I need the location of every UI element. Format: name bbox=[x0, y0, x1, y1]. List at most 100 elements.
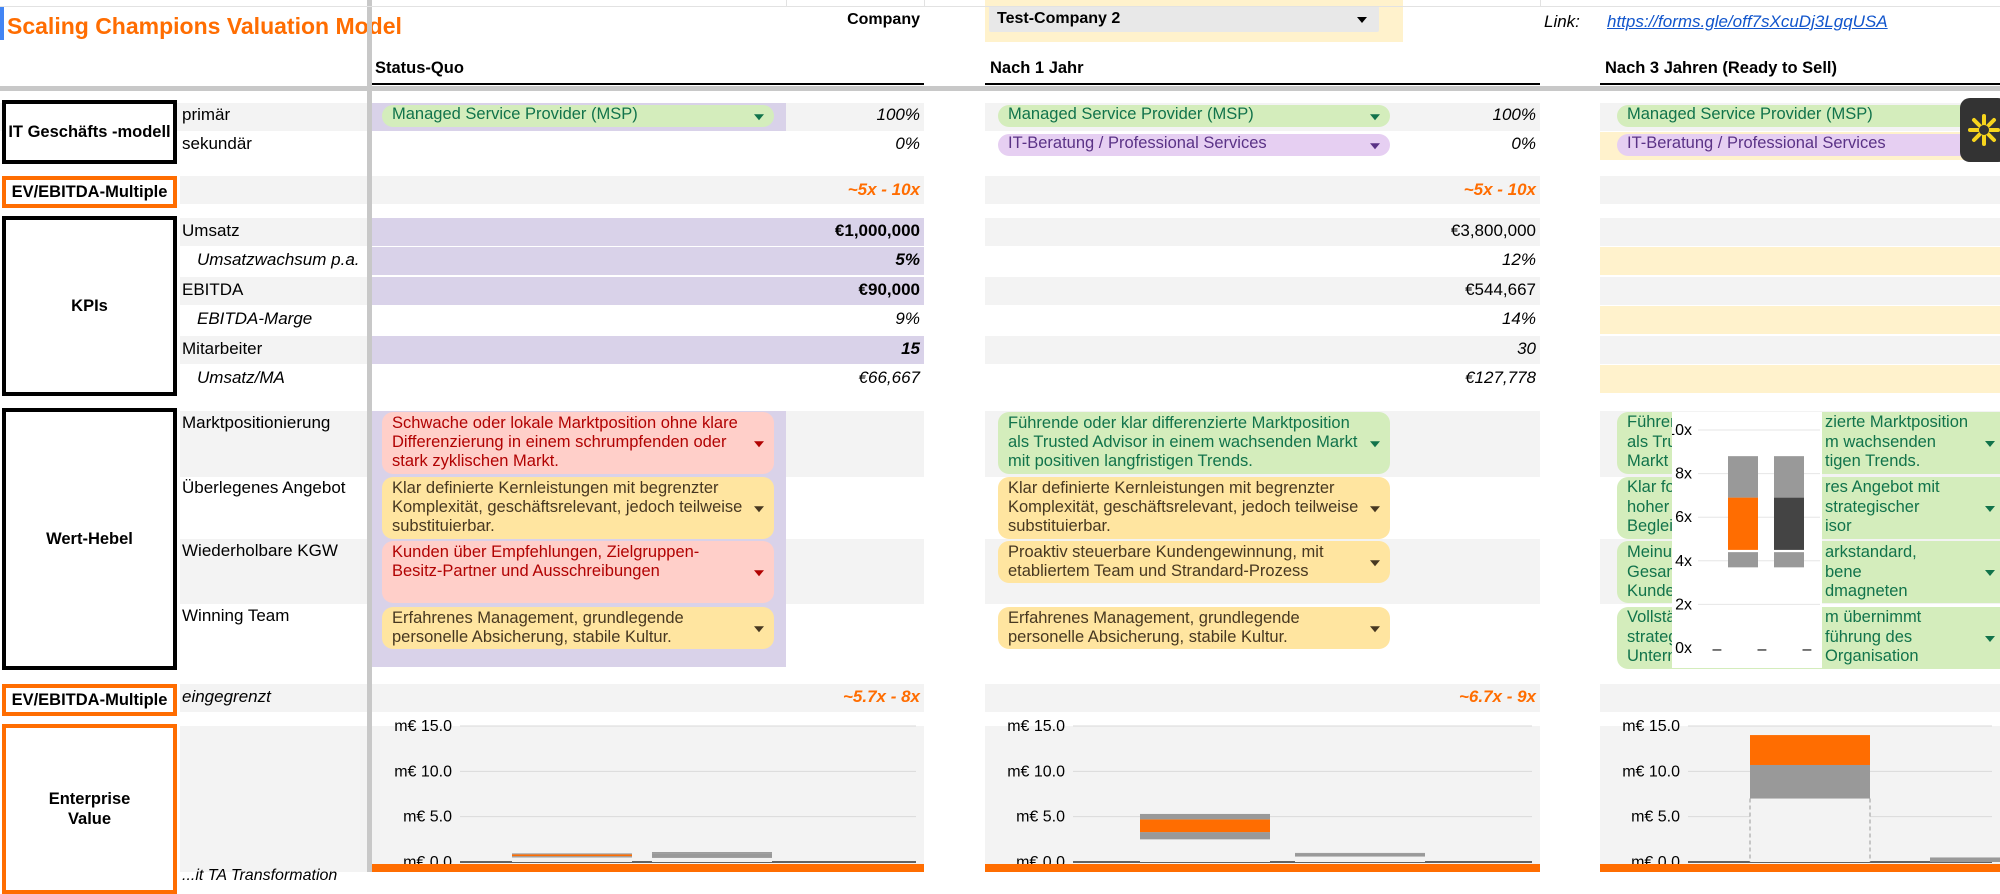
kgw-select-status-quo[interactable]: Kunden über Empfehlungen, Zielgruppen-Be… bbox=[382, 541, 774, 603]
sekundaer-pct-year1: 0% bbox=[1511, 134, 1536, 153]
chevron-down-icon bbox=[1985, 506, 1995, 512]
floating-widget[interactable] bbox=[1960, 98, 2000, 162]
input-band bbox=[372, 247, 924, 275]
enterprise-value-chart-year3[interactable]: m€ 15.0m€ 10.0m€ 5.0m€ 0.0 bbox=[1600, 712, 2000, 872]
kgw-select-year1[interactable]: Proaktiv steuerbare Kundengewinnung, mit… bbox=[998, 541, 1390, 583]
row-label-angebot: Überlegenes Angebot bbox=[182, 478, 346, 497]
row-label-cutoff: ...it TA Transformation bbox=[182, 867, 338, 884]
enterprise-value-chart-year1[interactable]: m€ 15.0m€ 10.0m€ 5.0m€ 0.0 bbox=[985, 712, 1540, 872]
ev-bar-segment bbox=[512, 857, 632, 862]
section-wert-hebel: Wert-Hebel bbox=[2, 408, 177, 670]
row-band bbox=[985, 218, 1540, 246]
ev-bar-segment bbox=[1140, 832, 1270, 840]
multiple2-status-quo: ~5.7x - 8x bbox=[842, 687, 920, 706]
section-kpis: KPIs bbox=[2, 216, 177, 396]
row-band bbox=[1600, 176, 2000, 204]
chevron-down-icon bbox=[1370, 560, 1380, 567]
team-select-year1[interactable]: Erfahrenes Management, grundlegende pers… bbox=[998, 607, 1390, 649]
chevron-down-icon bbox=[1370, 626, 1380, 633]
ev-bar-segment bbox=[1295, 852, 1425, 854]
chip-text: Managed Service Provider (MSP) bbox=[392, 105, 638, 123]
multiple-chart[interactable]: 10x 8x 6x 4x 2x 0x – – – bbox=[1666, 412, 1822, 668]
chip-text: Erfahrenes Management, grundlegende pers… bbox=[392, 609, 684, 646]
multiple-bar-segment bbox=[1728, 552, 1758, 568]
ev-axis-tick-label: m€ 15.0 bbox=[1007, 718, 1065, 735]
row-band bbox=[985, 176, 1540, 204]
primaer-select-year1[interactable]: Managed Service Provider (MSP) bbox=[998, 105, 1390, 127]
chip-text: Klar definierte Kernleistungen mit begre… bbox=[1008, 479, 1359, 535]
ev-axis-tick-label: m€ 5.0 bbox=[1631, 809, 1680, 826]
company-select[interactable]: Test-Company 2 bbox=[989, 6, 1379, 32]
multiple-bar-segment bbox=[1728, 497, 1758, 550]
team-select-status-quo[interactable]: Erfahrenes Management, grundlegende pers… bbox=[382, 607, 774, 649]
ev-axis-tick-label: m€ 15.0 bbox=[394, 718, 452, 735]
row-band bbox=[985, 336, 1540, 364]
kgw-year3-left: Meinur Gesam Kunde bbox=[1627, 543, 1681, 600]
chip-text: Managed Service Provider (MSP) bbox=[1627, 105, 1873, 123]
row-band bbox=[786, 103, 924, 131]
chevron-down-icon bbox=[1357, 17, 1367, 23]
sekundaer-select-year3[interactable]: IT-Beratung / Professional Services bbox=[1617, 134, 2000, 156]
row-band bbox=[180, 176, 367, 204]
umsatz-status-quo[interactable]: €1,000,000 bbox=[834, 221, 920, 240]
marktpositionierung-select-year1[interactable]: Führende oder klar differenzierte Marktp… bbox=[998, 412, 1390, 474]
row-band bbox=[372, 176, 924, 204]
ev-axis-tick-label: m€ 15.0 bbox=[1622, 718, 1680, 735]
row-band bbox=[180, 684, 367, 712]
input-band bbox=[372, 277, 924, 305]
row-band bbox=[180, 277, 367, 305]
grid-line bbox=[0, 6, 2000, 7]
mitarbeiter-status-quo[interactable]: 15 bbox=[901, 339, 920, 358]
ev-bar-segment bbox=[1140, 819, 1270, 833]
grid-line bbox=[924, 0, 925, 6]
empty-cell bbox=[1403, 605, 1540, 671]
row-label-sekundaer: sekundär bbox=[182, 134, 252, 153]
header-underline bbox=[370, 83, 924, 85]
angebot-select-status-quo[interactable]: Klar definierte Kernleistungen mit begre… bbox=[382, 477, 774, 539]
input-band bbox=[372, 336, 924, 364]
row-band bbox=[1600, 277, 2000, 305]
multiple-axis-tick-label: 4x bbox=[1675, 553, 1692, 570]
umsatz-year1: €3,800,000 bbox=[1450, 221, 1536, 240]
multiple-category-label: – bbox=[1713, 641, 1722, 658]
ev-bar-segment bbox=[652, 857, 772, 862]
multiple-axis-tick-label: 0x bbox=[1675, 640, 1692, 657]
header-underline bbox=[985, 83, 1540, 85]
company-cell[interactable]: Test-Company 2 bbox=[985, 0, 1403, 42]
umsatzwachstum-status-quo[interactable]: 5% bbox=[895, 250, 920, 269]
header-underline bbox=[1600, 83, 2000, 85]
selection-accent bbox=[0, 6, 4, 40]
chevron-down-icon bbox=[1985, 570, 1995, 576]
ebitda-status-quo[interactable]: €90,000 bbox=[858, 280, 920, 299]
primaer-select-status-quo[interactable]: Managed Service Provider (MSP) bbox=[382, 105, 774, 127]
sekundaer-select-year1[interactable]: IT-Beratung / Professional Services bbox=[998, 134, 1390, 156]
row-label-umsatzwachstum: Umsatzwachsum p.a. bbox=[197, 250, 360, 269]
enterprise-value-chart-status-quo[interactable]: m€ 15.0m€ 10.0m€ 5.0m€ 0.0 bbox=[372, 712, 924, 872]
link-label: Link: bbox=[1544, 12, 1580, 31]
row-band bbox=[1600, 336, 2000, 364]
umsatz-ma-year1: €127,778 bbox=[1465, 368, 1536, 387]
chip-text: Erfahrenes Management, grundlegende pers… bbox=[1008, 609, 1300, 646]
company-select-value: Test-Company 2 bbox=[997, 10, 1121, 27]
ev-bar-segment bbox=[652, 853, 772, 858]
chevron-down-icon bbox=[1370, 441, 1380, 448]
ev-bar-segment bbox=[1930, 857, 2000, 862]
row-band bbox=[985, 277, 1540, 305]
row-band bbox=[180, 411, 367, 477]
marktpositionierung-select-status-quo[interactable]: Schwache oder lokale Marktposition ohne … bbox=[382, 412, 774, 474]
input-band bbox=[372, 218, 924, 246]
sparkle-icon bbox=[1968, 114, 2000, 146]
row-label-umsatz-ma: Umsatz/MA bbox=[197, 368, 285, 387]
team-year3-right: m übernimmt führung des Organisation bbox=[1825, 608, 1922, 665]
row-band bbox=[786, 411, 924, 477]
freeze-column-divider[interactable] bbox=[367, 0, 372, 872]
angebot-select-year1[interactable]: Klar definierte Kernleistungen mit begre… bbox=[998, 477, 1390, 539]
form-link[interactable]: https://forms.gle/off7sXcuDj3LgqUSA bbox=[1607, 12, 1888, 31]
freeze-row-divider[interactable] bbox=[0, 86, 2000, 91]
chevron-down-icon bbox=[1985, 636, 1995, 642]
primaer-select-year3[interactable]: Managed Service Provider (MSP) bbox=[1617, 105, 2000, 127]
chip-text: Kunden über Empfehlungen, Zielgruppen-Be… bbox=[392, 543, 700, 580]
total-bar bbox=[985, 864, 1540, 872]
row-label-team: Winning Team bbox=[182, 606, 290, 625]
row-band bbox=[372, 726, 924, 872]
